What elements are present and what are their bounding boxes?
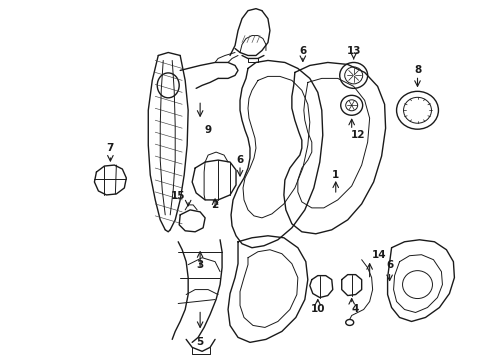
Text: 9: 9	[204, 125, 212, 135]
Text: 5: 5	[196, 337, 204, 347]
Text: 8: 8	[414, 66, 421, 76]
Text: 6: 6	[386, 260, 393, 270]
Text: 4: 4	[351, 305, 358, 315]
Text: 2: 2	[212, 200, 219, 210]
Text: 14: 14	[372, 250, 387, 260]
Text: 1: 1	[332, 170, 340, 180]
Text: 10: 10	[311, 305, 325, 315]
Text: 7: 7	[107, 143, 114, 153]
Text: 13: 13	[346, 45, 361, 55]
Text: 15: 15	[171, 191, 185, 201]
Text: 6: 6	[299, 45, 306, 55]
Text: 6: 6	[236, 155, 244, 165]
Text: 12: 12	[350, 130, 365, 140]
Text: 3: 3	[196, 260, 204, 270]
